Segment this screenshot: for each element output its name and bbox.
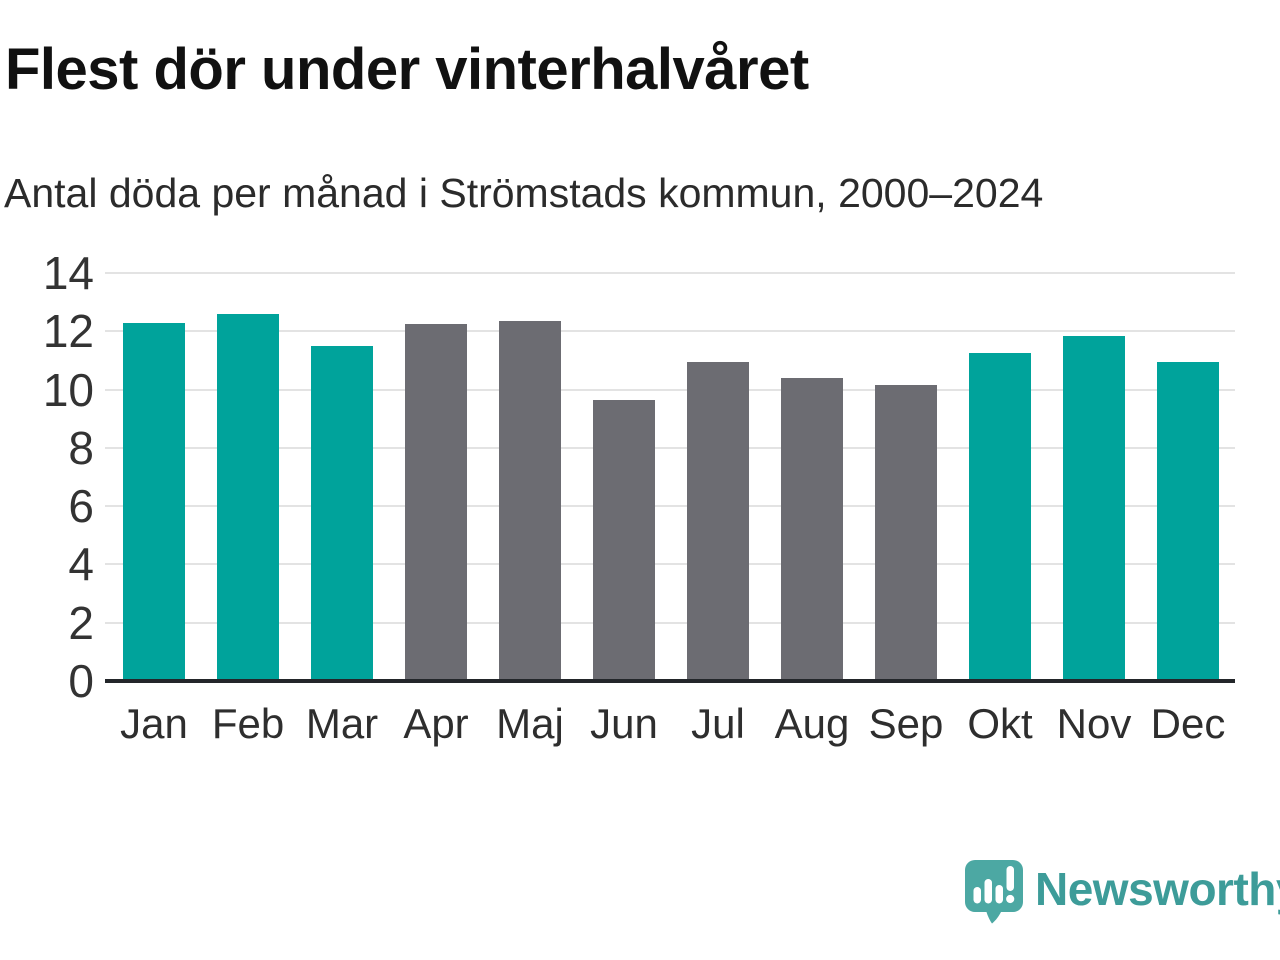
- gridline-y-8: [105, 446, 1235, 449]
- y-axis-tick-label-4: 4: [68, 538, 94, 591]
- x-axis-label-mar: Mar: [305, 700, 379, 747]
- bar-maj: [499, 321, 561, 681]
- x-axis-label-jul: Jul: [691, 700, 745, 747]
- x-axis-label-maj: Maj: [496, 700, 564, 747]
- y-axis-tick-label-2: 2: [68, 596, 94, 649]
- x-axis-line: [105, 679, 1235, 683]
- gridline-y-12: [105, 330, 1235, 333]
- gridline-y-6: [105, 505, 1235, 508]
- newsworthy-logo: Newsworthy: [963, 858, 1280, 930]
- y-axis-tick-label-0: 0: [68, 655, 94, 707]
- bar-okt: [969, 353, 1031, 681]
- bar-jul: [687, 361, 749, 681]
- page-subtitle: Antal döda per månad i Strömstads kommun…: [4, 170, 1044, 216]
- y-axis-tick-label-6: 6: [68, 480, 94, 533]
- bar-jan: [123, 322, 185, 681]
- bar-apr: [405, 324, 467, 681]
- y-axis-tick-label-8: 8: [68, 421, 94, 474]
- x-axis-label-jan: Jan: [120, 700, 188, 747]
- x-axis-label-nov: Nov: [1056, 700, 1132, 747]
- x-axis-label-sep: Sep: [868, 700, 944, 747]
- bar-mar: [311, 345, 373, 681]
- gridline-y-14: [105, 272, 1235, 274]
- gridline-y-4: [105, 563, 1235, 566]
- page-title: Flest dör under vinterhalvåret: [5, 37, 809, 102]
- newsworthy-brand-text: Newsworthy: [1035, 863, 1280, 915]
- x-axis-label-feb: Feb: [211, 700, 285, 747]
- gridline-y-2: [105, 621, 1235, 624]
- bar-feb: [217, 313, 279, 681]
- y-axis-tick-label-10: 10: [42, 363, 94, 416]
- x-axis-label-apr: Apr: [403, 700, 469, 747]
- speech-bubble-bar-chart-icon: [965, 860, 1023, 924]
- bar-sep: [875, 385, 937, 681]
- x-axis-label-okt: Okt: [967, 700, 1033, 747]
- x-axis-label-aug: Aug: [774, 700, 850, 747]
- bar-nov: [1063, 335, 1125, 681]
- x-axis-label-dec: Dec: [1150, 700, 1226, 747]
- gridline-y-10: [105, 388, 1235, 391]
- bar-dec: [1157, 361, 1219, 681]
- bar-jun: [593, 399, 655, 681]
- y-axis-tick-label-12: 12: [42, 305, 94, 358]
- y-axis-tick-label-14: 14: [42, 247, 94, 299]
- x-axis-label-jun: Jun: [590, 700, 658, 747]
- bar-aug: [781, 377, 843, 681]
